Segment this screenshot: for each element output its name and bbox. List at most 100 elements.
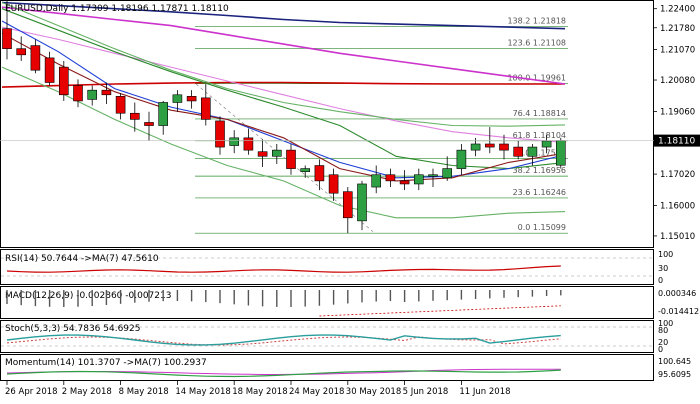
- pane-borders: [0, 0, 654, 381]
- candlesticks: [2, 1, 566, 234]
- candle-body-9: [130, 112, 140, 120]
- price-tick-2: 1.21070: [660, 46, 695, 56]
- stoch-tick-100: 100: [658, 319, 673, 328]
- candle-body-24: [342, 191, 353, 219]
- candle-body-17: [243, 137, 254, 151]
- candle-body-27: [385, 174, 396, 182]
- candle-body-16: [229, 137, 239, 146]
- macd-signal-line: [319, 305, 561, 317]
- stoch-tick-20: 20: [658, 338, 668, 347]
- momentum-pane-border: [0, 354, 654, 381]
- candle-body-21: [300, 168, 311, 172]
- momentum-pane: Momentum(14) 101.3707 ->MA(7) 100.2937 1…: [5, 357, 691, 379]
- stoch-signal-line: [6, 336, 561, 346]
- fib-label-1: 123.6 1.21108: [507, 38, 566, 47]
- price-tick-6: 1.17020: [660, 170, 695, 180]
- current-price-box: [654, 134, 700, 147]
- candle-body-6: [87, 89, 97, 100]
- price-tick-0: 1.22400: [660, 5, 695, 15]
- candle-body-12: [172, 94, 183, 103]
- price-tick-7: 1.16000: [660, 201, 695, 211]
- candle-body-35: [499, 143, 509, 151]
- momentum-label: Momentum(14) 101.3707 ->MA(7) 100.2937: [5, 358, 207, 368]
- candle-body-5: [73, 85, 83, 102]
- stoch-main-line: [6, 334, 561, 346]
- macd-pane: MACD(12,26,9) -0.002860 -0.007213 0.0003…: [5, 289, 699, 317]
- symbol-name: EURUSD,Daily: [5, 4, 69, 14]
- rsi-label: RSI(14) 50.7644 ->MA(7) 47.5610: [5, 254, 159, 264]
- momentum-main-line: [6, 369, 561, 378]
- fib-label-6: 38.2 1.16956: [513, 166, 566, 175]
- candle-body-23: [328, 174, 339, 194]
- fibonacci-levels: 138.2 1.21818 123.6 1.21108 100.0 1.19961 7…: [195, 17, 568, 234]
- ohlc-values: 1.17309 1.18196 1.17871 1.18110: [71, 4, 229, 14]
- candle-body-39: [555, 140, 566, 166]
- candle-body-34: [484, 143, 495, 148]
- candle-body-3: [44, 57, 55, 83]
- price-tick-1: 1.21780: [660, 24, 695, 34]
- fib-label-5: 50.0 1.17530: [513, 148, 566, 157]
- candle-body-31: [442, 168, 453, 179]
- macd-pane-border: [0, 286, 654, 319]
- fib-label-8: 0.0 1.15099: [518, 223, 566, 232]
- fib-label-3: 76.4 1.18814: [513, 109, 566, 118]
- candle-body-36: [513, 146, 524, 157]
- main-pane-border: [0, 0, 654, 248]
- candle-body-28: [399, 180, 410, 185]
- rsi-pane-border: [0, 249, 654, 285]
- ma-line-3: [1, 26, 566, 143]
- price-tick-4: 1.19060: [660, 107, 695, 117]
- macd-tick-low: -0.014412: [658, 307, 699, 316]
- time-tick-8: 11 Jun 2018: [459, 387, 510, 397]
- candle-body-13: [186, 96, 197, 102]
- candle-body-2: [30, 45, 41, 71]
- candle-body-37: [527, 146, 538, 157]
- momentum-tick-high: 100.645: [658, 357, 691, 366]
- time-tick-6: 30 May 2018: [346, 387, 401, 397]
- stochastic-pane: Stoch(5,3,3) 54.7836 54.6925 100 80 20 0: [1, 319, 673, 354]
- symbol-title: EURUSD,Daily 1.17309 1.18196 1.17871 1.1…: [5, 4, 229, 14]
- moving-averages: [1, 1, 566, 219]
- momentum-tick-low: 95.6095: [658, 370, 691, 379]
- rsi-pane: RSI(14) 50.7644 ->MA(7) 47.5610 100 30 0: [1, 250, 673, 285]
- candle-body-4: [58, 66, 69, 96]
- ma-line-5: [1, 66, 566, 219]
- ma-line-4: [1, 1, 566, 127]
- ma-line-6: [1, 8, 566, 170]
- candle-body-19: [271, 149, 282, 157]
- candle-body-1: [16, 48, 27, 56]
- stoch-label: Stoch(5,3,3) 54.7836 54.6925: [5, 324, 140, 334]
- rsi-tick-30: 30: [658, 264, 668, 273]
- time-axis: 26 Apr 2018 2 May 2018 8 May 2018 14 May 20…: [5, 381, 511, 397]
- candle-body-18: [257, 151, 268, 157]
- candle-body-7: [101, 89, 112, 96]
- candle-body-15: [215, 120, 225, 148]
- candle-body-20: [286, 149, 296, 169]
- candle-body-33: [470, 143, 481, 151]
- candle-body-11: [158, 102, 168, 126]
- fib-label-2: 100.0 1.19961: [507, 74, 566, 83]
- current-price-label: 1.18110: [658, 137, 695, 147]
- macd-histogram: [6, 290, 562, 307]
- stoch-tick-0: 0: [658, 345, 663, 354]
- time-tick-2: 8 May 2018: [119, 387, 169, 397]
- time-tick-4: 18 May 2018: [232, 387, 287, 397]
- price-tick-3: 1.20080: [660, 76, 695, 86]
- candle-body-26: [371, 174, 382, 188]
- candle-body-22: [314, 165, 325, 182]
- candle-body-10: [144, 122, 154, 126]
- time-tick-7: 5 Jun 2018: [403, 387, 449, 397]
- price-axis: 1.22400 1.21780 1.21070 1.20080 1.19060 1.170…: [654, 5, 695, 242]
- candle-body-0: [2, 28, 12, 49]
- candle-body-38: [541, 140, 552, 148]
- fib-label-0: 138.2 1.21818: [507, 17, 566, 26]
- candle-body-8: [115, 96, 126, 114]
- ma-line-2: [1, 6, 566, 85]
- time-tick-0: 26 Apr 2018: [5, 387, 58, 397]
- fib-label-7: 23.6 1.16246: [513, 188, 566, 197]
- candle-body-29: [413, 174, 424, 185]
- time-tick-5: 24 May 2018: [289, 387, 344, 397]
- macd-label: MACD(12,26,9) -0.002860 -0.007213: [5, 291, 171, 301]
- ma-line-8: [1, 32, 566, 182]
